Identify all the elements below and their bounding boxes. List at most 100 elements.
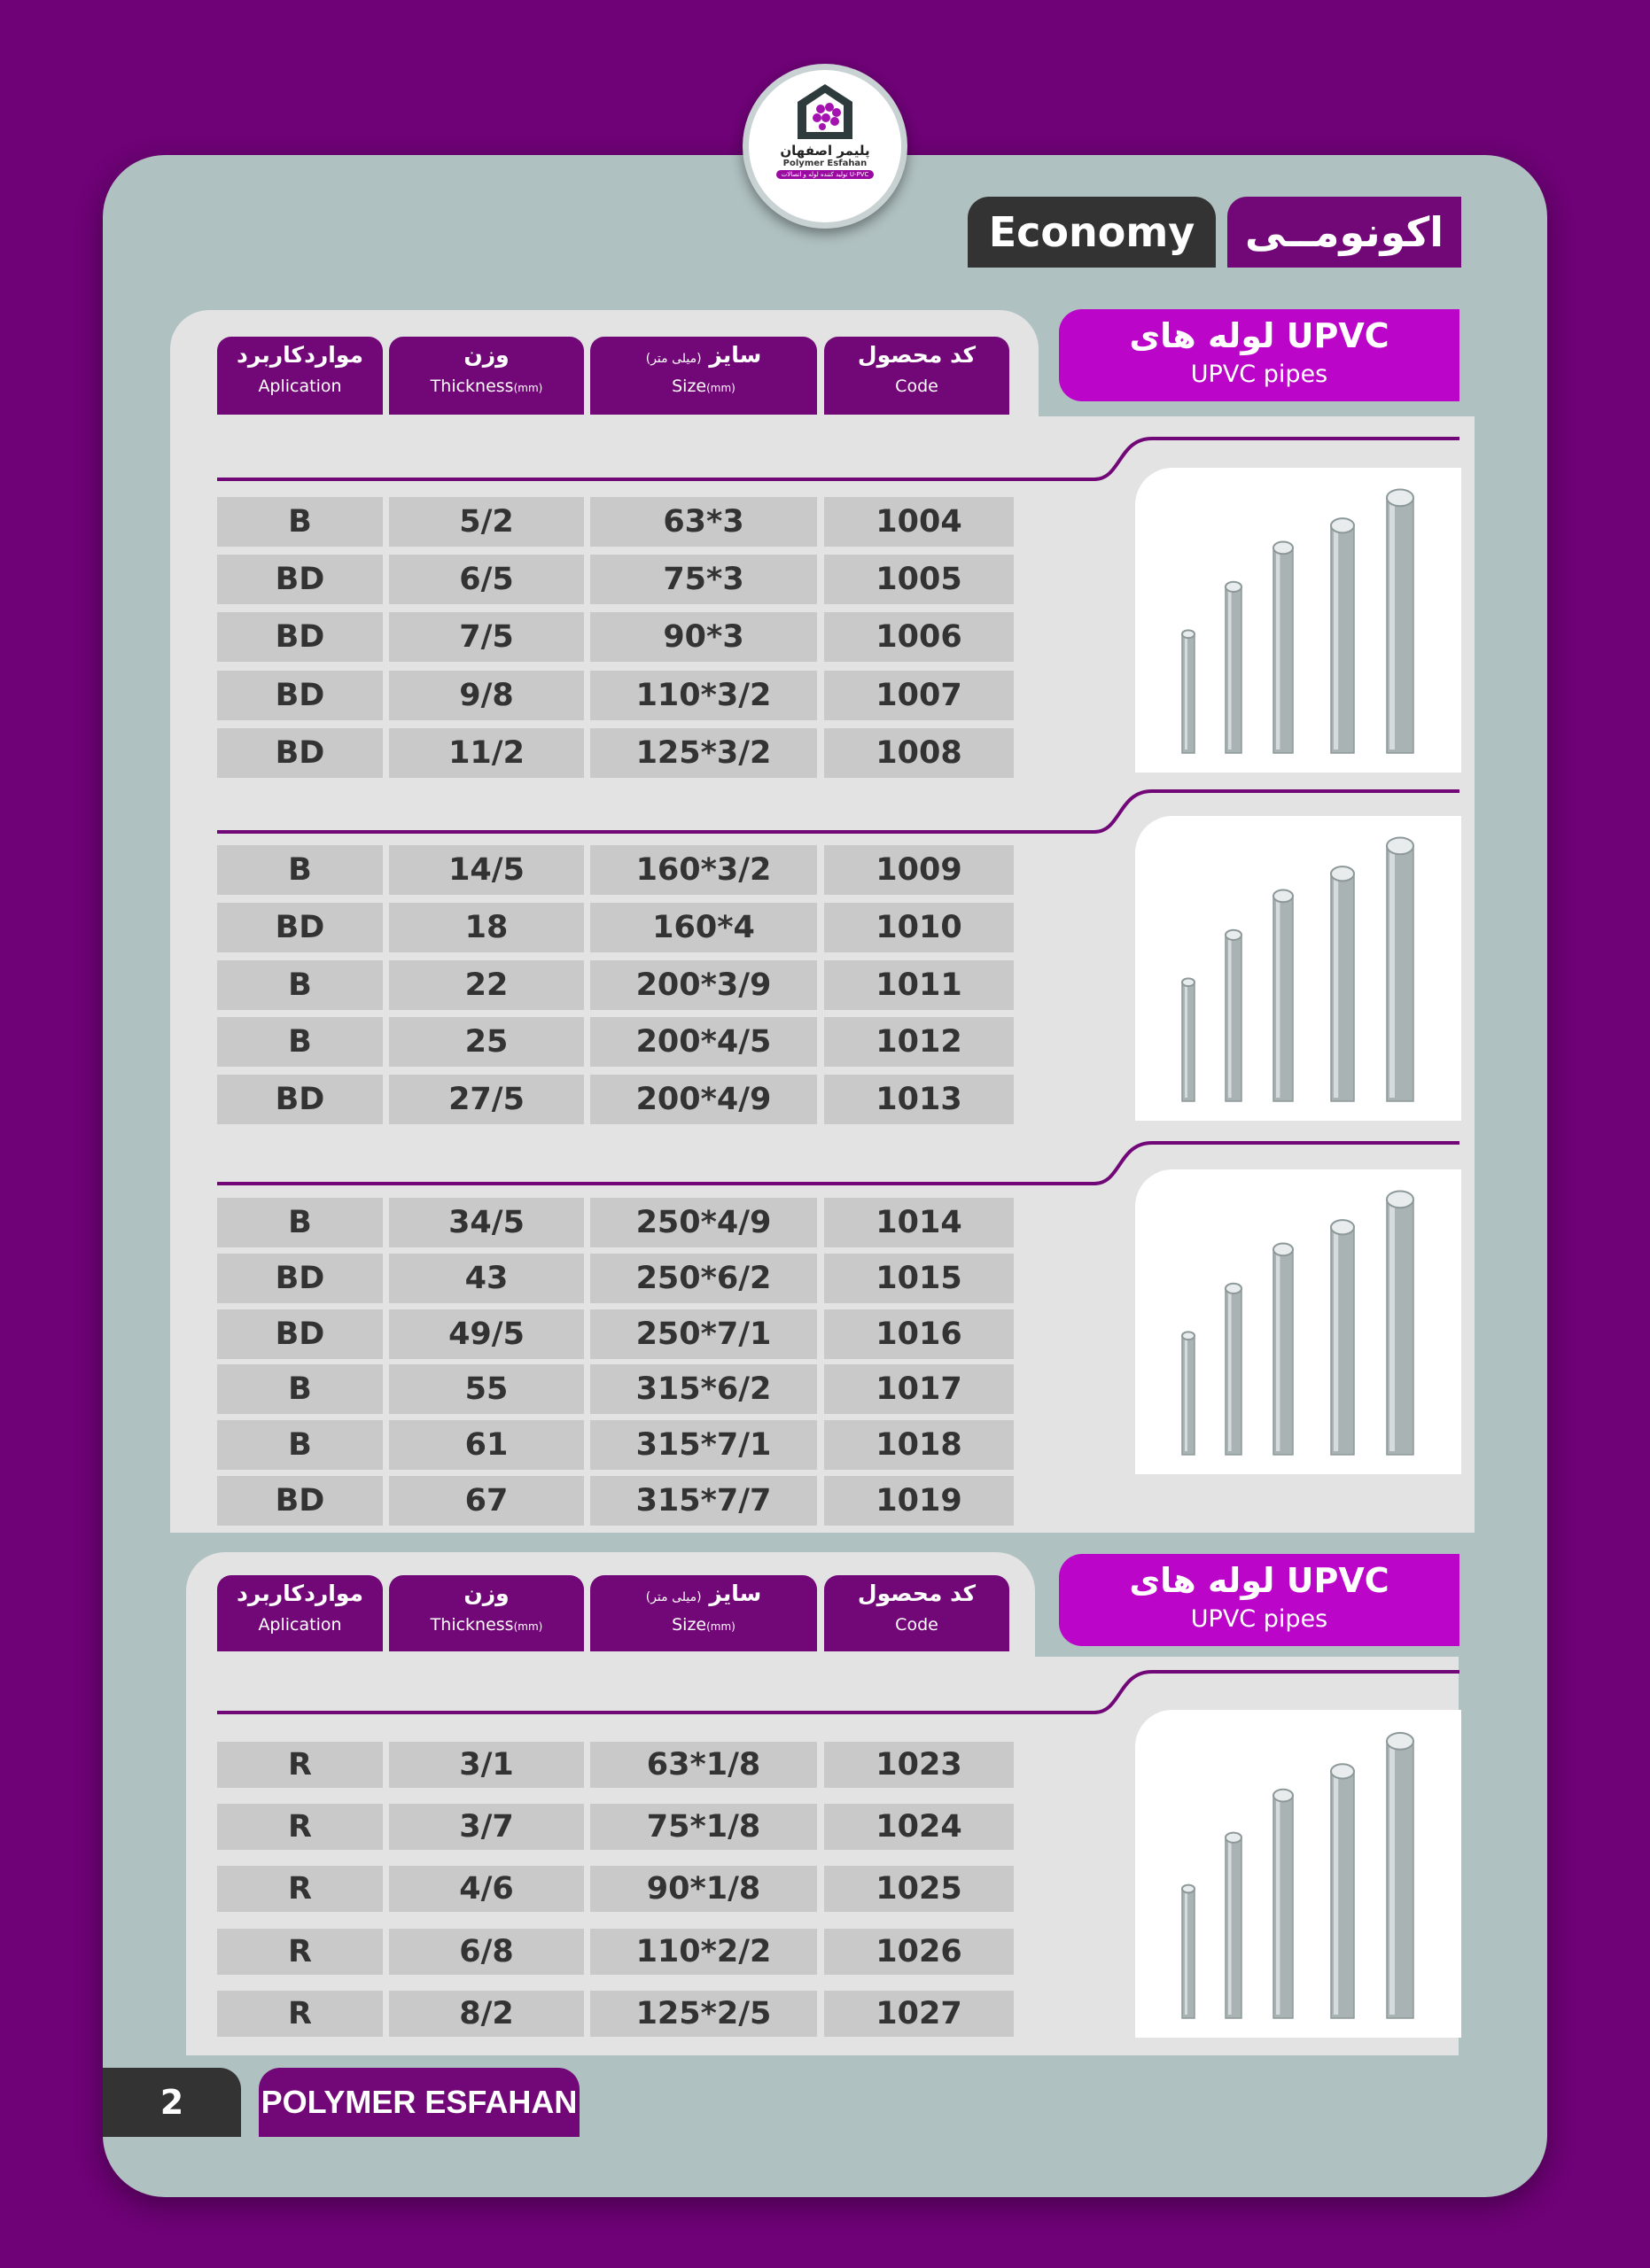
cell-code: 1026 — [824, 1928, 1014, 1975]
cell-code: 1014 — [824, 1198, 1014, 1247]
cell-code: 1004 — [824, 497, 1014, 547]
logo-emblem-icon — [798, 84, 852, 139]
cell-application: R — [217, 1990, 383, 2037]
cell-application: BD — [217, 1309, 383, 1359]
cell-application: R — [217, 1866, 383, 1913]
page-title-fa: اکونومــی — [1227, 197, 1461, 268]
cell-size: 200*3/9 — [590, 959, 817, 1010]
pipe-opening — [1273, 1242, 1294, 1257]
pipe-highlight — [1228, 590, 1232, 750]
header-application: مواردکاربرد Aplication — [217, 337, 383, 415]
cell-size: 315*6/2 — [590, 1364, 817, 1415]
section-divider-line — [217, 1141, 1459, 1185]
cell-weight: 34/5 — [389, 1198, 584, 1247]
cell-application: BD — [217, 1253, 383, 1303]
pipe-icon — [1225, 934, 1242, 1102]
section-tab-upvc-1: لوله های UPVC UPVC pipes — [1059, 309, 1459, 401]
pipe-opening — [1225, 1831, 1242, 1844]
pipe-highlight — [1334, 1231, 1339, 1451]
cell-weight: 6/5 — [389, 555, 584, 605]
pipes-illustration — [1181, 488, 1414, 754]
header-code: کد محصول Code — [824, 337, 1009, 415]
cell-code: 1015 — [824, 1253, 1014, 1303]
pipe-opening — [1330, 1763, 1355, 1780]
cell-weight: 27/5 — [389, 1075, 584, 1125]
cell-weight: 43 — [389, 1253, 584, 1303]
cell-application: B — [217, 1420, 383, 1471]
logo-name-fa: پلیمر اصفهان — [780, 143, 870, 159]
cell-weight: 6/8 — [389, 1928, 584, 1975]
cell-weight: 14/5 — [389, 845, 584, 895]
brand-footer: POLYMER ESFAHAN — [259, 2068, 580, 2137]
pipe-opening — [1386, 836, 1414, 856]
pipe-opening — [1181, 1884, 1195, 1894]
pipe-highlight — [1228, 938, 1232, 1098]
cell-size: 90*3 — [590, 612, 817, 663]
page-number: 2 — [103, 2068, 241, 2137]
pipe-highlight — [1334, 877, 1339, 1098]
pipe-opening — [1386, 1732, 1414, 1751]
pipe-highlight — [1276, 1253, 1280, 1451]
cell-application: BD — [217, 902, 383, 952]
pipe-highlight — [1228, 1292, 1232, 1451]
cell-application: B — [217, 1364, 383, 1415]
cell-code: 1016 — [824, 1309, 1014, 1359]
cell-code: 1005 — [824, 555, 1014, 605]
pipes-illustration — [1181, 1190, 1414, 1456]
cell-weight: 11/2 — [389, 727, 584, 778]
pipe-opening — [1386, 1190, 1414, 1209]
section-tab-upvc-2: لوله های UPVC UPVC pipes — [1059, 1554, 1459, 1646]
cell-size: 125*2/5 — [590, 1990, 817, 2037]
pipe-icon — [1181, 633, 1195, 754]
cell-weight: 18 — [389, 902, 584, 952]
cell-code: 1027 — [824, 1990, 1014, 2037]
cell-size: 200*4/5 — [590, 1017, 817, 1068]
pipe-highlight — [1389, 1202, 1395, 1451]
cell-application: R — [217, 1804, 383, 1851]
cell-size: 63*3 — [590, 497, 817, 547]
cell-weight: 7/5 — [389, 612, 584, 663]
cell-size: 250*4/9 — [590, 1198, 817, 1247]
pipe-icon — [1225, 586, 1242, 754]
cell-weight: 4/6 — [389, 1866, 584, 1913]
pipe-opening — [1273, 1788, 1294, 1803]
cell-code: 1006 — [824, 612, 1014, 663]
section-divider-line — [217, 437, 1459, 481]
cell-weight: 3/7 — [389, 1804, 584, 1851]
pipe-highlight — [1185, 1892, 1187, 2015]
cell-weight: 49/5 — [389, 1309, 584, 1359]
header-weight: وزن Thickness(mm) — [389, 337, 584, 415]
pipe-opening — [1181, 1331, 1195, 1341]
pipe-icon — [1181, 1888, 1195, 2019]
pipe-icon — [1181, 981, 1195, 1102]
pipe-highlight — [1185, 637, 1187, 750]
cell-code: 1010 — [824, 902, 1014, 952]
pipe-highlight — [1185, 1339, 1187, 1451]
pipe-opening — [1330, 1219, 1355, 1236]
pipe-highlight — [1389, 849, 1395, 1098]
cell-application: B — [217, 845, 383, 895]
cell-size: 200*4/9 — [590, 1075, 817, 1125]
header-code: کد محصول Code — [824, 1575, 1009, 1651]
cell-size: 250*7/1 — [590, 1309, 817, 1359]
pipe-icon — [1225, 1287, 1242, 1456]
cell-code: 1008 — [824, 727, 1014, 778]
cell-code: 1019 — [824, 1476, 1014, 1526]
cell-weight: 9/8 — [389, 670, 584, 720]
cell-weight: 3/1 — [389, 1742, 584, 1788]
cell-weight: 5/2 — [389, 497, 584, 547]
cell-weight: 22 — [389, 959, 584, 1010]
cell-application: BD — [217, 555, 383, 605]
cell-code: 1023 — [824, 1742, 1014, 1788]
cell-code: 1011 — [824, 959, 1014, 1010]
pipe-highlight — [1276, 1798, 1280, 2015]
section-divider-line — [217, 789, 1459, 834]
pipe-highlight — [1228, 1841, 1232, 2015]
pipe-highlight — [1389, 1744, 1395, 2015]
pipe-highlight — [1185, 985, 1187, 1098]
pipe-highlight — [1334, 1775, 1339, 2015]
cell-code: 1012 — [824, 1017, 1014, 1068]
cell-weight: 55 — [389, 1364, 584, 1415]
cell-application: BD — [217, 1075, 383, 1125]
cell-code: 1018 — [824, 1420, 1014, 1471]
